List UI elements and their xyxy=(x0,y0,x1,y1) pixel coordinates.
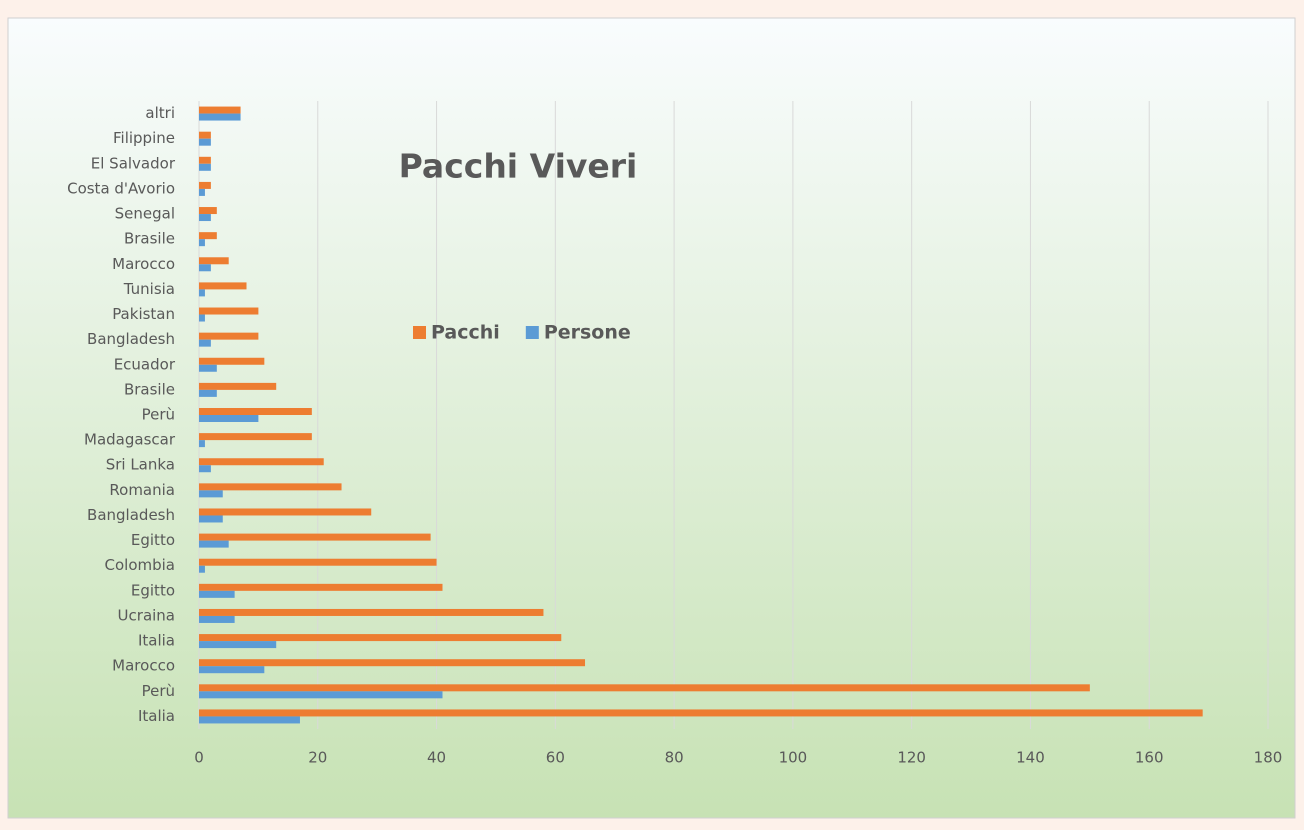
x-tick-label: 60 xyxy=(546,749,565,767)
y-tick-label: Perù xyxy=(142,682,175,700)
bar xyxy=(199,257,229,265)
bar xyxy=(199,364,217,372)
bar xyxy=(199,332,259,340)
y-tick-label: Sri Lanka xyxy=(106,456,175,474)
bar xyxy=(199,307,259,315)
x-tick-label: 180 xyxy=(1254,749,1283,767)
bar xyxy=(199,357,265,365)
legend-swatch xyxy=(413,326,426,339)
x-tick-label: 160 xyxy=(1135,749,1164,767)
bar xyxy=(199,540,229,548)
y-tick-label: Ucraina xyxy=(118,606,175,624)
bar xyxy=(199,615,235,623)
bar xyxy=(199,264,211,272)
y-tick-label: Brasile xyxy=(124,230,175,248)
bar xyxy=(199,163,211,171)
y-tick-label: Egitto xyxy=(131,531,175,549)
bar xyxy=(199,181,211,189)
bar xyxy=(199,666,265,674)
bar xyxy=(199,214,211,222)
bar xyxy=(199,533,431,541)
bar xyxy=(199,565,205,573)
x-tick-label: 80 xyxy=(665,749,684,767)
bar xyxy=(199,289,205,297)
y-tick-label: Colombia xyxy=(105,556,176,574)
bar xyxy=(199,716,300,724)
y-tick-label: Italia xyxy=(138,632,175,650)
legend-label: Pacchi xyxy=(431,322,500,344)
bar xyxy=(199,508,372,516)
bar xyxy=(199,232,217,240)
y-tick-label: Bangladesh xyxy=(87,506,175,524)
bar xyxy=(199,458,324,466)
y-tick-label: Pakistan xyxy=(112,305,175,323)
y-tick-label: Perù xyxy=(142,406,175,424)
y-tick-label: Senegal xyxy=(115,205,175,223)
x-tick-label: 0 xyxy=(194,749,204,767)
bar xyxy=(199,483,342,491)
bar xyxy=(199,583,443,591)
bar xyxy=(199,558,437,566)
bar xyxy=(199,282,247,290)
y-tick-label: Italia xyxy=(138,707,175,725)
bar xyxy=(199,440,205,448)
bar xyxy=(199,490,223,498)
bar xyxy=(199,339,211,347)
bar xyxy=(199,465,211,473)
bar xyxy=(199,590,235,598)
bar xyxy=(199,691,443,699)
y-tick-label: Costa d'Avorio xyxy=(67,179,175,197)
y-tick-label: Marocco xyxy=(112,255,175,273)
bar xyxy=(199,138,211,146)
y-tick-label: Ecuador xyxy=(114,355,176,373)
bar xyxy=(199,113,241,121)
legend-swatch xyxy=(525,326,539,339)
y-tick-label: Bangladesh xyxy=(87,330,175,348)
bar xyxy=(199,156,211,164)
x-tick-label: 20 xyxy=(308,749,327,767)
x-tick-label: 40 xyxy=(427,749,446,767)
bar xyxy=(199,684,1090,692)
bar xyxy=(199,314,205,322)
bar xyxy=(199,515,223,523)
y-tick-label: Tunisia xyxy=(123,280,175,298)
bar xyxy=(199,641,277,649)
x-tick-label: 100 xyxy=(779,749,808,767)
bar xyxy=(199,106,241,114)
x-tick-label: 140 xyxy=(1016,749,1045,767)
bar xyxy=(199,389,217,397)
y-tick-label: Filippine xyxy=(113,129,175,147)
bar xyxy=(199,608,544,616)
bar xyxy=(199,131,211,139)
y-tick-label: Romania xyxy=(109,481,175,499)
y-tick-label: Madagascar xyxy=(84,431,176,449)
legend-label: Persone xyxy=(544,322,631,344)
bar xyxy=(199,207,217,215)
y-tick-label: altri xyxy=(145,104,175,122)
bar xyxy=(199,709,1203,717)
bar xyxy=(199,382,277,390)
bar xyxy=(199,188,205,196)
y-tick-label: Marocco xyxy=(112,657,175,675)
bar xyxy=(199,634,562,642)
y-tick-label: Egitto xyxy=(131,581,175,599)
y-tick-label: Brasile xyxy=(124,380,175,398)
bar xyxy=(199,659,586,667)
bar xyxy=(199,415,259,422)
bar xyxy=(199,239,205,247)
bar xyxy=(199,408,312,415)
x-tick-label: 120 xyxy=(897,749,926,767)
bar xyxy=(199,433,312,441)
chart-title: Pacchi Viveri xyxy=(399,147,638,186)
y-tick-label: El Salvador xyxy=(91,154,176,172)
